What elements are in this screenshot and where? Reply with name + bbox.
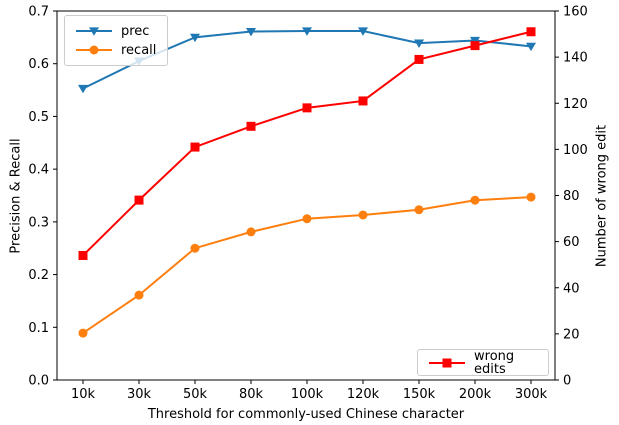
y-left-tick-label: 0.5 <box>28 110 49 125</box>
plot-border <box>56 10 556 381</box>
prec-marker <box>190 33 200 43</box>
y-right-tick-label: 80 <box>563 189 580 204</box>
y-left-tick-label: 0.6 <box>28 57 49 72</box>
x-tick-label: 50k <box>183 387 208 402</box>
y-right-tick-label: 160 <box>563 5 588 20</box>
legend-label-recall: recall <box>121 42 157 58</box>
y-right-tick-label: 140 <box>563 51 588 66</box>
recall-series <box>78 192 536 338</box>
prec-marker <box>246 27 256 37</box>
x-tick-label: 200k <box>459 387 492 402</box>
legend-item-recall: recall <box>75 43 157 57</box>
y-right-tick-label: 20 <box>563 327 580 342</box>
y-right-tick-label: 40 <box>563 281 580 296</box>
x-tick-label: 80k <box>239 387 264 402</box>
wrong-edits-line-icon <box>428 356 466 370</box>
y-left-tick-label: 0.3 <box>28 215 49 230</box>
recall-marker <box>470 195 480 205</box>
prec-marker <box>358 27 368 36</box>
recall-marker <box>526 192 536 202</box>
recall-marker <box>414 205 424 215</box>
prec-marker <box>526 42 536 52</box>
prec-marker <box>302 27 312 36</box>
y-right-tick-label: 100 <box>563 143 588 158</box>
recall-marker <box>134 290 144 300</box>
x-tick-label: 150k <box>403 387 436 402</box>
x-axis-label: Threshold for commonly-used Chinese char… <box>147 407 465 422</box>
x-tick-label: 10k <box>71 387 96 402</box>
legend-bottom-right: wrong edits <box>417 349 549 376</box>
y-right-tick-label: 120 <box>563 97 588 112</box>
legend-item-prec: prec <box>75 24 157 38</box>
y-left-tick-label: 0.4 <box>28 163 49 178</box>
wrong-edits-marker <box>190 142 200 152</box>
y-right-tick-label: 60 <box>563 235 580 250</box>
x-tick-label: 300k <box>515 387 548 402</box>
recall-marker <box>78 328 88 338</box>
x-tick-label: 30k <box>127 387 152 402</box>
wrong-edits-marker <box>302 103 312 113</box>
x-tick-label: 100k <box>291 387 324 402</box>
y-right-tick-label: 0 <box>563 374 571 389</box>
prec-marker <box>414 39 424 48</box>
legend-label-wrong-edits: wrong edits <box>474 348 515 377</box>
legend-label-prec: prec <box>121 23 150 39</box>
legend-item-wrong-edits: wrong edits <box>428 350 538 376</box>
recall-marker <box>246 227 256 237</box>
x-tick-label: 120k <box>347 387 380 402</box>
wrong-edits-marker <box>246 121 256 131</box>
recall-marker <box>190 243 200 253</box>
y-left-tick-label: 0.1 <box>28 321 49 336</box>
recall-marker <box>302 214 312 224</box>
wrong-edits-marker <box>358 96 368 106</box>
recall-line-icon <box>75 43 113 57</box>
wrong-edits-marker <box>134 195 144 205</box>
wrong-edits-marker <box>470 41 480 51</box>
y-left-tick-label: 0.7 <box>28 5 49 20</box>
y-left-tick-label: 0.2 <box>28 268 49 283</box>
y-axis-label-right: Number of wrong edit <box>594 124 610 268</box>
recall-marker <box>358 210 368 220</box>
wrong-edits-marker <box>414 54 424 64</box>
prec-line-icon <box>75 24 113 38</box>
prec-marker <box>78 84 88 94</box>
y-left-tick-label: 0.0 <box>28 374 49 389</box>
wrong-edits-marker <box>526 27 536 37</box>
legend-top-left: prec recall <box>64 15 168 66</box>
wrong-edits-series <box>78 27 536 260</box>
wrong-edits-marker <box>78 250 88 260</box>
y-axis-label-left: Precision & Recall <box>8 138 24 254</box>
